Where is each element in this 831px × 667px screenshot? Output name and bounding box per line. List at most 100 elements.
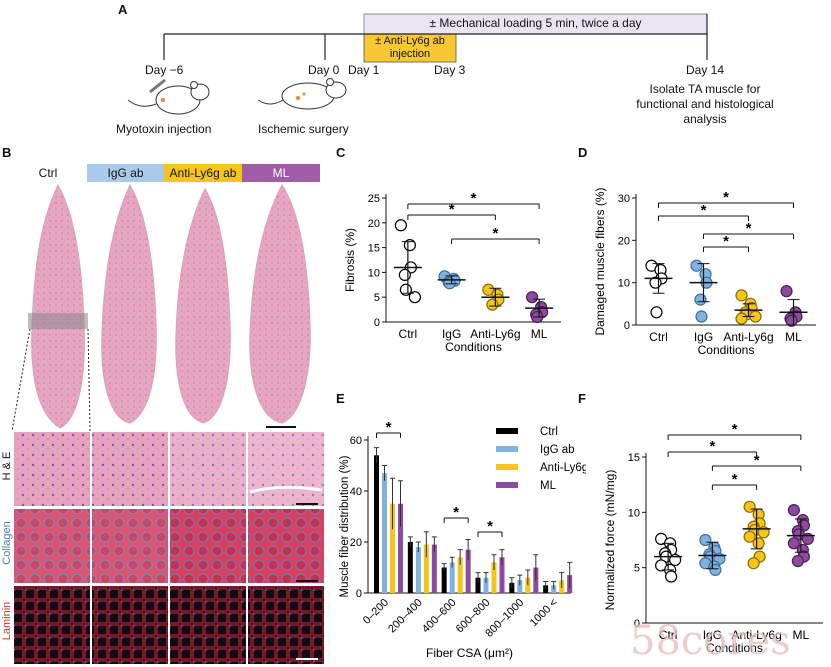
- y-tick-label: 0: [374, 317, 380, 329]
- isolate-line1: Isolate TA muscle for: [649, 82, 761, 96]
- significance-star: *: [723, 189, 729, 206]
- bar: [415, 547, 421, 593]
- bar: [431, 544, 437, 593]
- y-tick-label: 60: [350, 435, 362, 447]
- data-point: [408, 291, 421, 304]
- injection-label: ± Anti-Ly6g ab injection: [364, 35, 456, 61]
- data-point: [399, 283, 412, 296]
- bar: [457, 557, 463, 593]
- data-point: [650, 306, 663, 319]
- significance-star: *: [471, 190, 477, 207]
- significance-star: *: [723, 233, 729, 250]
- x-axis-label: Fiber CSA (μm²): [426, 646, 513, 660]
- data-point: [785, 314, 798, 327]
- x-tick-label: 200–400: [386, 597, 425, 636]
- bar: [449, 562, 455, 593]
- y-axis-label: Normalized force (mN/mg): [603, 470, 617, 611]
- data-point: [699, 533, 712, 547]
- day-14: Day 14: [686, 63, 725, 77]
- data-point: [735, 312, 748, 325]
- mouse-icon: [127, 78, 210, 115]
- legend-swatch: [496, 482, 518, 488]
- significance-star: *: [701, 202, 707, 219]
- watermark: 58cores: [630, 618, 791, 664]
- x-tick-label: ML: [793, 628, 810, 642]
- x-tick-label: Ctrl: [649, 330, 668, 344]
- chart-e: 02040600–200200–400400–600600–800800–100…: [339, 419, 586, 660]
- he-row: [14, 432, 324, 506]
- panel-label-f: F: [578, 391, 586, 406]
- bar: [483, 577, 489, 593]
- loading-label: ± Mechanical loading 5 min, twice a day: [429, 16, 642, 30]
- data-point: [665, 570, 678, 583]
- significance-star: *: [487, 518, 493, 535]
- y-axis-label: Damaged muscle fibers (%): [593, 187, 607, 335]
- bar: [491, 562, 497, 593]
- data-point: [690, 259, 703, 272]
- zoom-region: [28, 313, 88, 329]
- bar: [499, 557, 505, 593]
- data-point: [752, 537, 765, 550]
- y-tick-label: 30: [618, 193, 630, 205]
- x-tick-label: Anti-Ly6g: [470, 327, 520, 341]
- day-minus6: Day −6: [145, 63, 184, 77]
- data-point: [694, 293, 707, 306]
- chart-d: 0 10 20 30 Ctrl IgG Anti-Ly6g ML Conditions Damag…: [593, 187, 816, 357]
- y-tick-label: 20: [350, 537, 362, 549]
- day-0: Day 0: [308, 63, 340, 77]
- significance-star: *: [732, 421, 738, 438]
- chart-c: 0 5 10 15 20 25 Ctrl IgG Anti-Ly6g ML Conditions Fi…: [343, 190, 561, 354]
- panel-label-c: C: [336, 145, 346, 160]
- data-point: [787, 537, 800, 550]
- y-axis-label: Muscle fiber distribution (%): [339, 455, 351, 597]
- data-point: [735, 289, 748, 302]
- data-point: [791, 554, 804, 568]
- day-1: Day 1: [348, 63, 380, 77]
- x-tick-label: ML: [531, 327, 548, 341]
- injection-label-line2: injection: [389, 48, 431, 60]
- data-point: [787, 504, 800, 517]
- condition-ml: ML: [242, 164, 320, 182]
- y-tick-label: 5: [374, 292, 380, 304]
- x-tick-label: Anti-Ly6g: [723, 330, 773, 344]
- legend-swatch: [496, 464, 518, 470]
- bar: [509, 582, 515, 593]
- x-tick-label: Anti-Ly6g: [732, 628, 782, 642]
- significance-star: *: [732, 471, 738, 488]
- x-tick-label: 1000 <: [528, 597, 560, 629]
- condition-ctrl: Ctrl: [38, 166, 58, 180]
- bar: [423, 544, 429, 593]
- data-point: [743, 500, 756, 513]
- significance-star: *: [754, 452, 760, 469]
- x-axis-label: Conditions: [445, 340, 502, 354]
- significance-star: *: [449, 201, 455, 218]
- section-anti-ly6g: [175, 187, 231, 424]
- data-point: [398, 268, 411, 281]
- bar: [475, 577, 481, 593]
- isolate-line3: analysis: [683, 112, 727, 126]
- y-tick-label: 0: [624, 320, 630, 332]
- panel-label-d: D: [578, 145, 588, 160]
- data-point: [747, 557, 760, 570]
- significance-star: *: [453, 504, 459, 521]
- myotoxin-label: Myotoxin injection: [116, 122, 212, 136]
- row-label-laminin: Laminin: [1, 601, 13, 641]
- section-ml: [249, 184, 311, 424]
- legend-label: ML: [540, 480, 557, 492]
- significance-star: *: [386, 419, 392, 436]
- x-tick-label: Ctrl: [659, 628, 678, 642]
- significance-star: *: [746, 220, 752, 237]
- row-label-he: H & E: [1, 451, 13, 481]
- row-label-collagen: Collagen: [1, 521, 13, 565]
- data-point: [709, 563, 722, 576]
- x-tick-label: IgG: [703, 628, 722, 642]
- bar: [407, 542, 413, 593]
- injection-label-line1: ± Anti-Ly6g ab: [375, 35, 445, 47]
- legend-label: Anti-Ly6g: [540, 462, 586, 474]
- legend-label: IgG ab: [540, 444, 575, 456]
- y-tick-label: 40: [350, 486, 362, 498]
- injection-box: [363, 33, 457, 63]
- y-axis-label: Fibrosis (%): [343, 228, 357, 292]
- x-tick-label: IgG: [694, 330, 713, 344]
